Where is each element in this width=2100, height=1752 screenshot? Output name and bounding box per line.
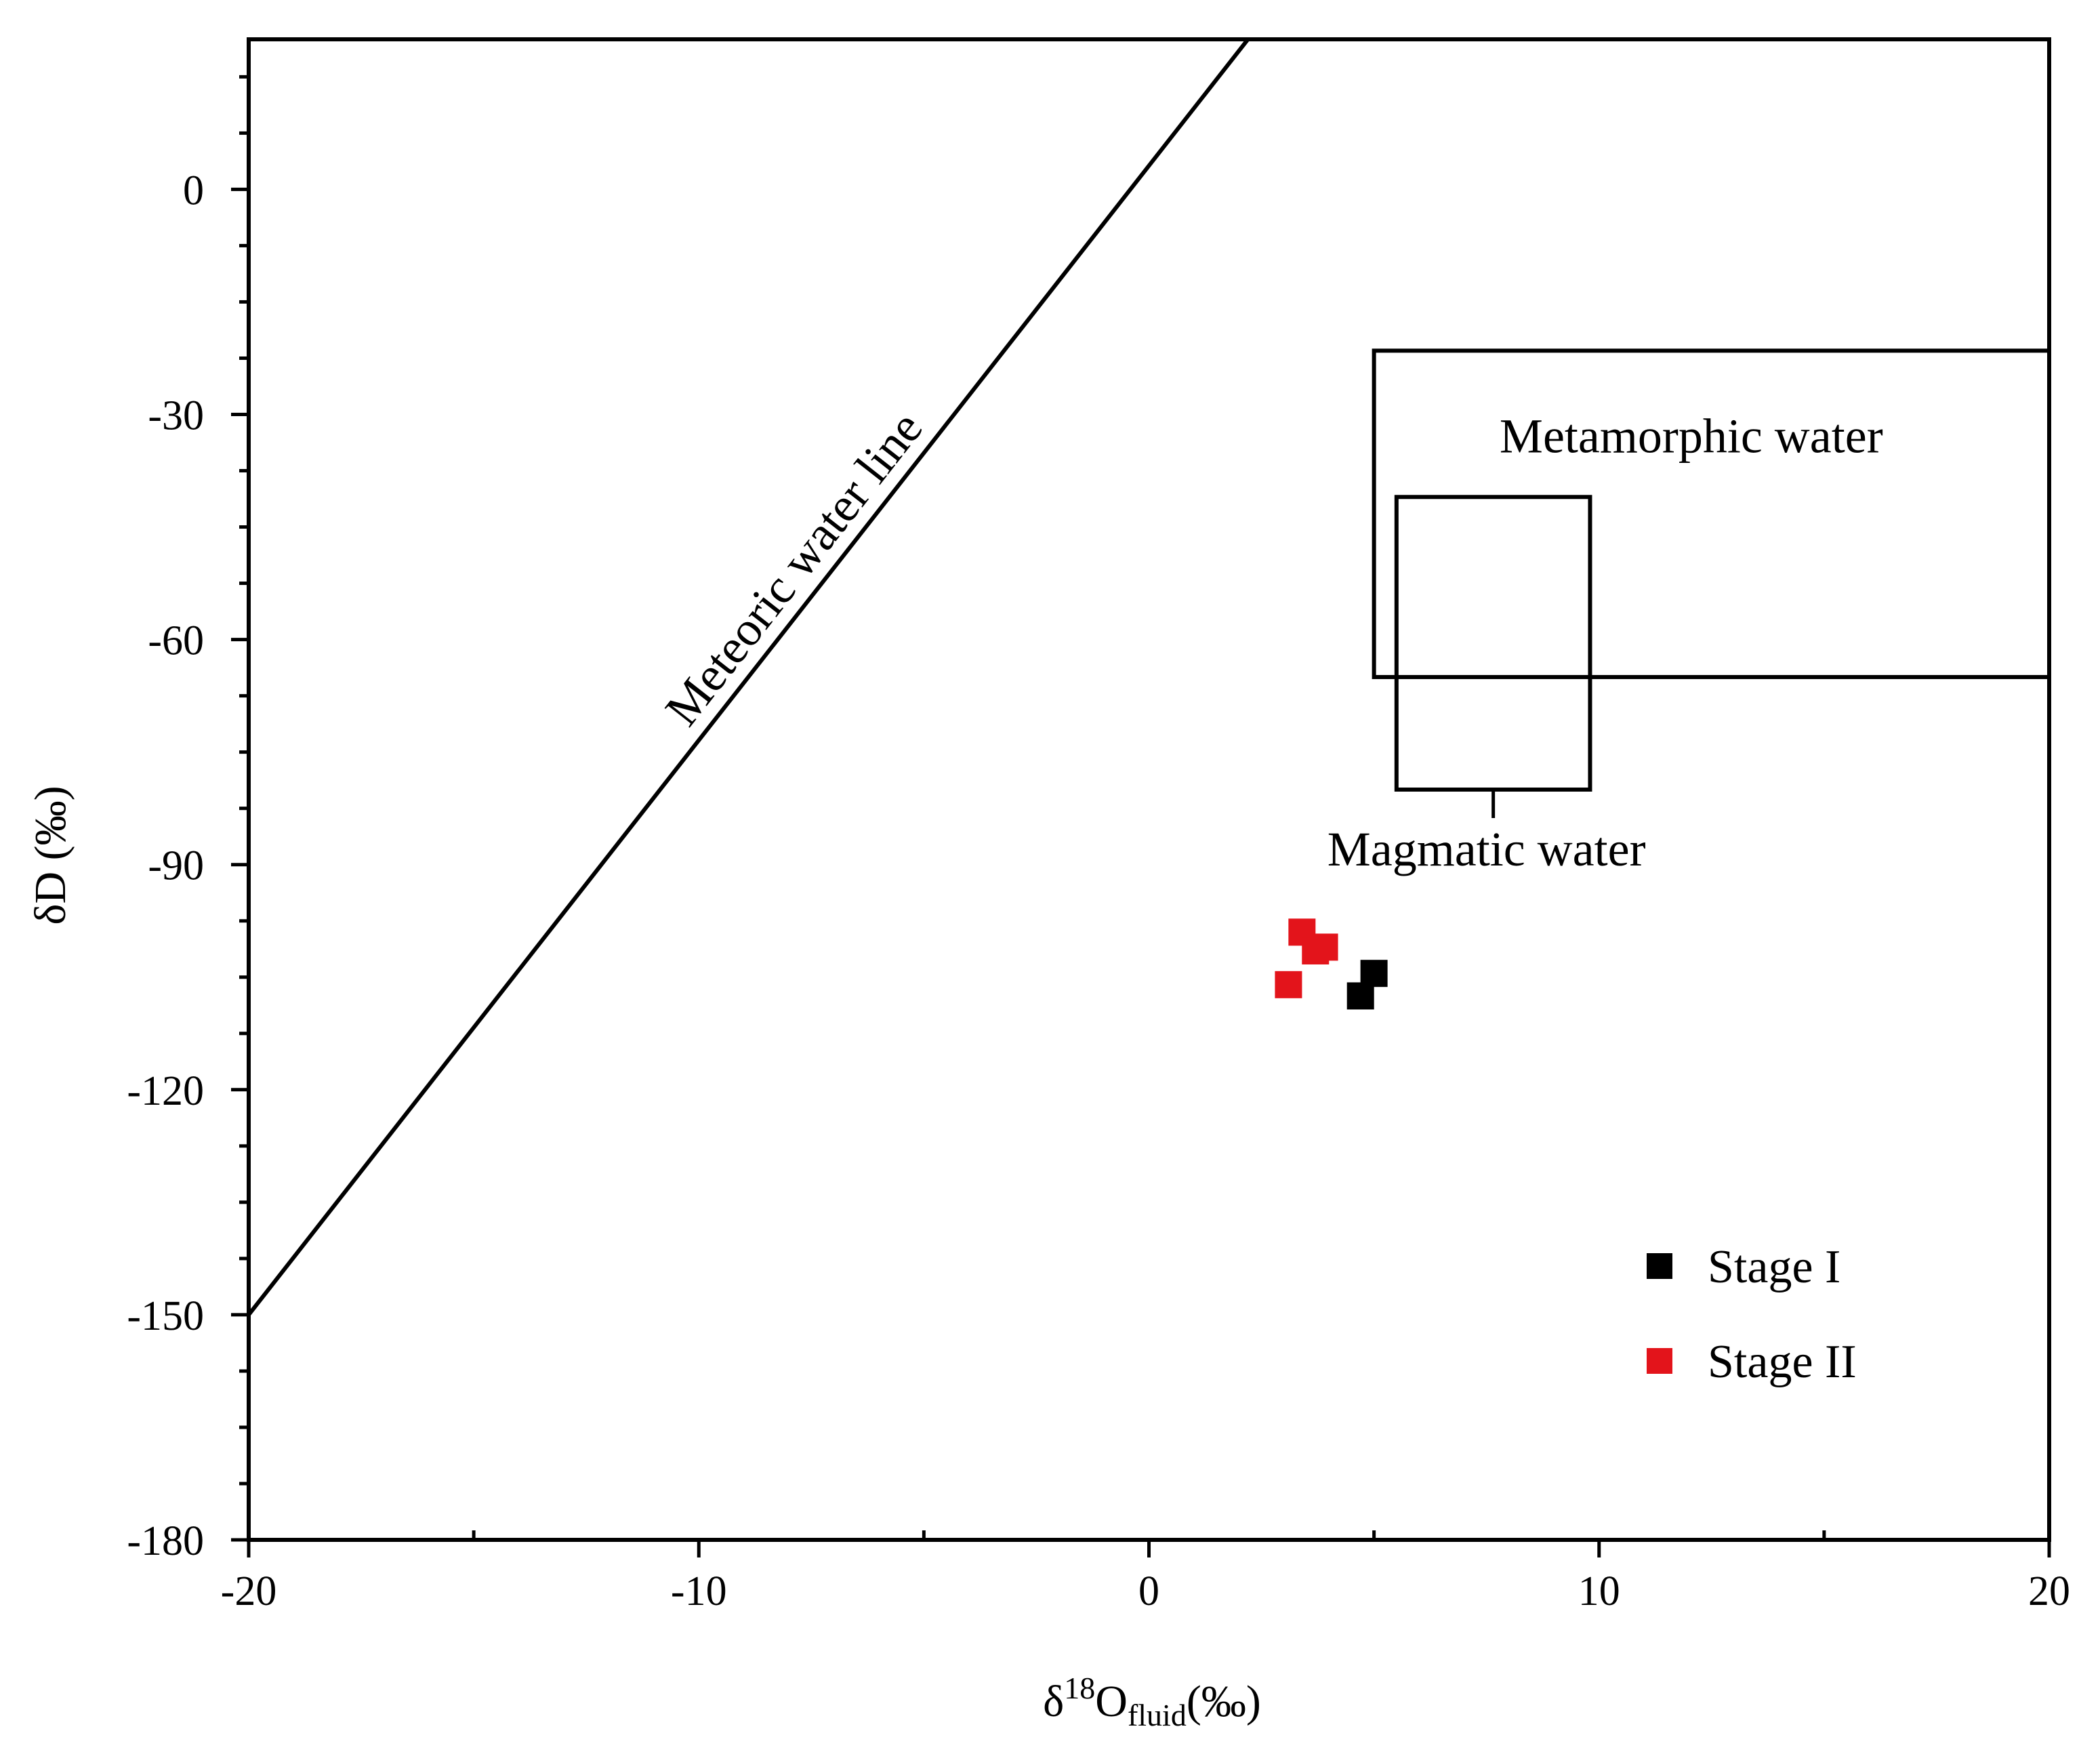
x-axis-title-element: O (1095, 1677, 1128, 1726)
meteoric-water-line-label: Meteoric water line (655, 401, 933, 735)
y-axis-title: δD (‰) (26, 786, 75, 924)
x-tick-label: -20 (221, 1568, 277, 1614)
stage-ii-point (1275, 971, 1302, 998)
x-tick-label: 0 (1138, 1568, 1159, 1614)
x-axis-title-superscript: 18 (1064, 1671, 1095, 1705)
x-tick-label: 20 (2028, 1568, 2070, 1614)
data-points-layer (1275, 918, 1388, 1010)
stage-ii-point (1311, 933, 1338, 961)
legend-label-stage-i: Stage I (1708, 1241, 1840, 1293)
stage-i-point (1346, 982, 1374, 1010)
x-axis-title-delta: δ (1043, 1677, 1064, 1726)
plot-frame (247, 37, 2051, 1542)
magmatic-water-box (1394, 495, 1592, 792)
y-tick-label: -150 (127, 1293, 204, 1339)
y-tick-label: -30 (148, 393, 204, 439)
plot-frame-border (247, 37, 2051, 1542)
y-tick-label: 0 (183, 167, 204, 213)
metamorphic-water-box (1372, 348, 2051, 679)
x-tick-label: -10 (671, 1568, 727, 1614)
metamorphic-water-label: Metamorphic water (1500, 409, 1883, 463)
y-tick-label: -180 (127, 1518, 204, 1564)
axis-ticks-layer: -20 -10 0 10 20 -180 -150 -120 -90 -60 -30 0 (127, 75, 2070, 1614)
x-tick-label: 10 (1578, 1568, 1620, 1614)
y-tick-label: -90 (148, 843, 204, 889)
legend-marker-stage-i (1647, 1253, 1672, 1279)
y-tick-label: -120 (127, 1068, 204, 1114)
legend: Stage I Stage II (1647, 1241, 1857, 1388)
reference-lines-layer: Meteoric water line (247, 38, 1250, 1316)
magmatic-water-label: Magmatic water (1327, 822, 1646, 876)
x-axis-title-unit: (‰) (1187, 1677, 1261, 1726)
regions-layer: Metamorphic water Magmatic water (1327, 348, 2051, 876)
meteoric-water-line (247, 38, 1250, 1316)
y-tick-label: -60 (148, 618, 204, 664)
legend-label-stage-ii: Stage II (1708, 1336, 1857, 1388)
x-axis-title-subscript: fluid (1128, 1698, 1187, 1732)
legend-marker-stage-ii (1647, 1348, 1672, 1374)
x-axis-title: δ18Ofluid(‰) (1043, 1671, 1261, 1732)
